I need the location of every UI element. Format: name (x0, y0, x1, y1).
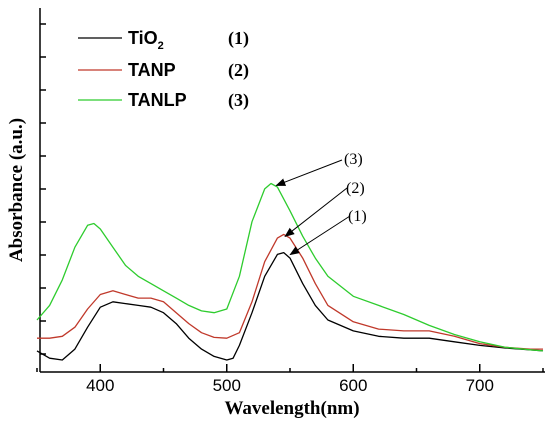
annotation-arrow-1 (289, 215, 351, 256)
legend-index-2: (2) (228, 60, 249, 81)
annotation-arrow-3 (275, 159, 343, 186)
x-tick-label: 700 (466, 376, 494, 395)
legend-label-1: TiO2 (128, 28, 164, 52)
series-layer (36, 182, 544, 361)
annotations: (3) (2) (1) (275, 151, 367, 256)
legend: TiO2 (1) TANP (2) TANLP (3) (78, 28, 249, 111)
y-ticks (40, 23, 46, 355)
x-tick-label: 500 (213, 376, 241, 395)
annotation-label-1: (1) (348, 208, 367, 225)
legend-index-1: (1) (228, 28, 249, 49)
series-line-2 (37, 233, 543, 350)
x-tick-label: 400 (86, 376, 114, 395)
plot-frame (39, 8, 545, 373)
annotation-label-3: (3) (344, 151, 363, 168)
annotation-label-2: (2) (346, 180, 365, 197)
x-ticks: 400 500 600 700 (36, 364, 544, 395)
annotation-arrow-2 (284, 187, 348, 238)
series-line-1 (36, 251, 544, 361)
series-line-3 (36, 182, 544, 352)
x-axis-title: Wavelength(nm) (224, 398, 359, 419)
y-axis-title: Absorbance (a.u.) (6, 118, 27, 262)
x-tick-label: 600 (339, 376, 367, 395)
legend-label-2: TANP (128, 60, 176, 80)
legend-index-3: (3) (228, 90, 249, 111)
legend-label-3: TANLP (128, 90, 187, 110)
